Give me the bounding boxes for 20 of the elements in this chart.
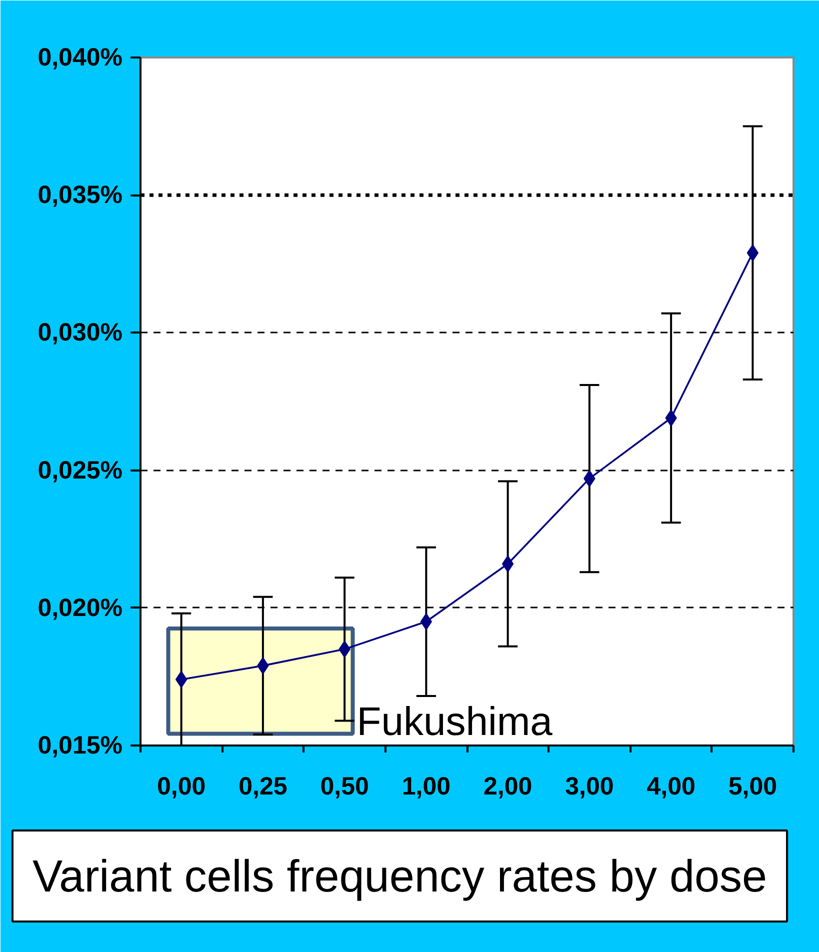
x-tick-label: 4,00 — [646, 772, 696, 800]
band-label: Fukushima — [356, 700, 554, 744]
y-tick-label: 0,035% — [38, 181, 123, 210]
point — [420, 613, 432, 630]
text: Variant cells frequency rates by dose — [32, 850, 768, 902]
y-tick-label: 0,030% — [38, 318, 123, 347]
y-tick-label: 0,040% — [38, 44, 123, 72]
point — [502, 555, 514, 572]
y-tick-label: 0,025% — [38, 456, 123, 484]
x-tick-label: 1,00 — [402, 772, 451, 800]
x-tick-label: 0,00 — [156, 772, 206, 800]
y-tick-label: 0,020% — [38, 594, 123, 622]
x-tick-label: 0,50 — [320, 772, 369, 800]
point — [175, 670, 188, 688]
x-tick-label: 0,25 — [238, 772, 288, 800]
x-tick-label: 5,00 — [728, 772, 778, 800]
x-tick-label: 3,00 — [565, 772, 614, 800]
y-tick-label: 0,015% — [38, 732, 123, 760]
point — [746, 244, 759, 262]
x-tick-label: 2,00 — [483, 772, 532, 800]
